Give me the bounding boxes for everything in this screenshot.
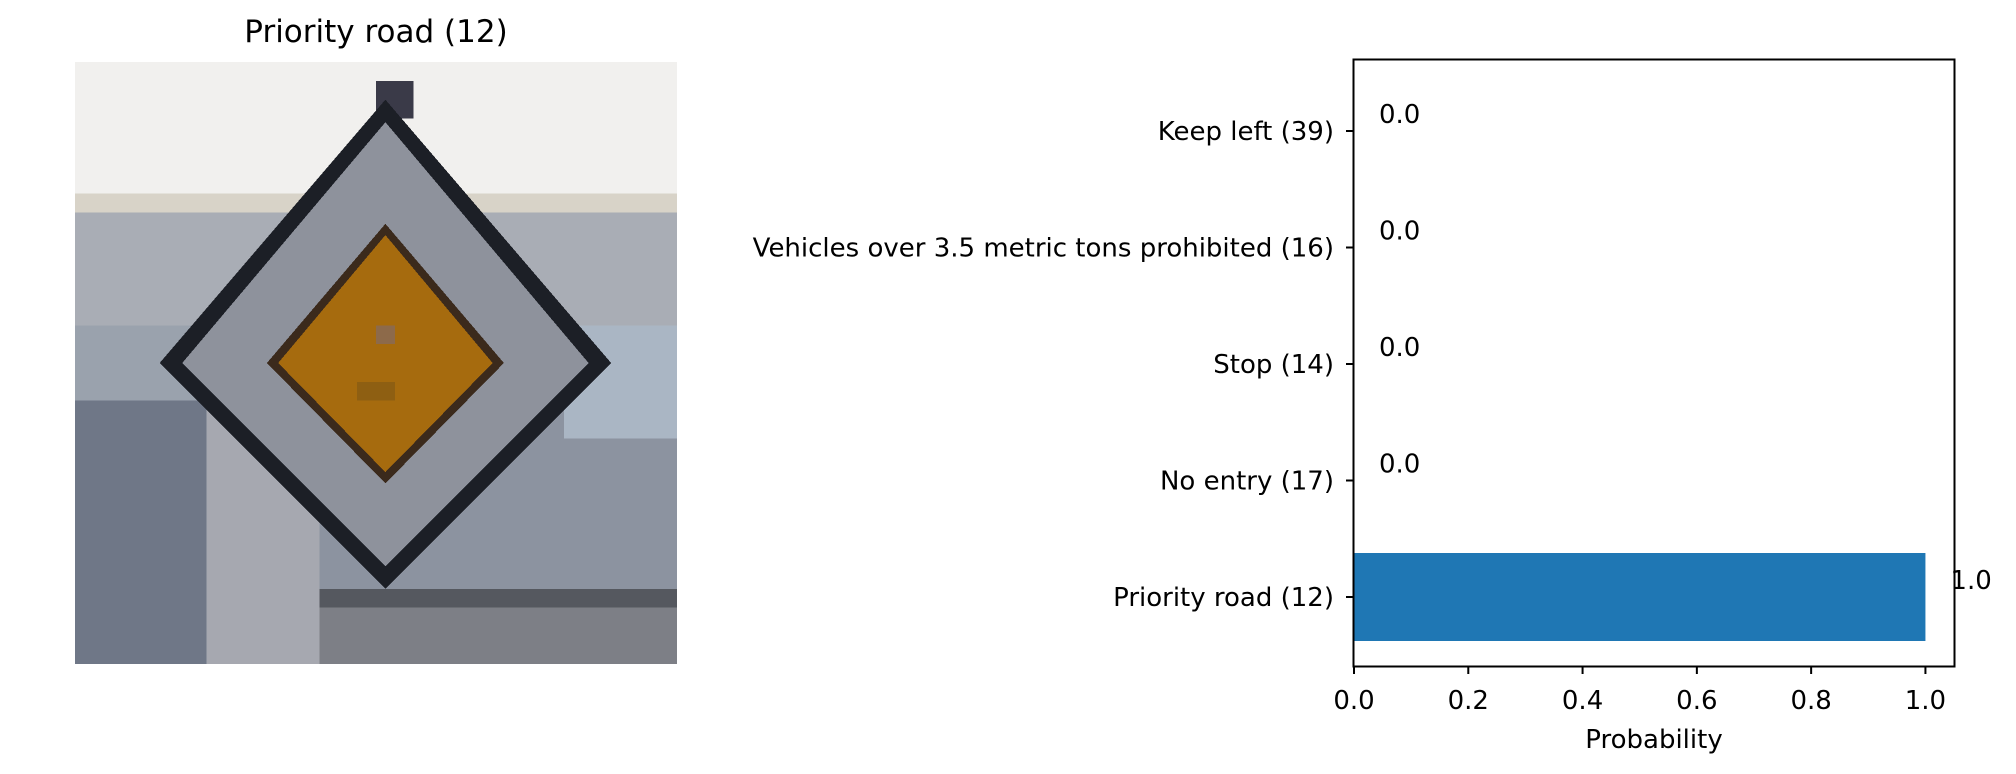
x-tick-label-3: 0.6: [1676, 686, 1717, 716]
y-axis-ticks: Priority road (12) No entry (17) Stop (14)…: [753, 117, 1354, 613]
bar-0: [1354, 553, 1926, 641]
value-label-4: 0.0: [1379, 100, 1420, 130]
y-tick-label-4: Keep left (39): [1158, 117, 1334, 147]
x-axis-ticks: 0.0 0.2 0.4 0.6 0.8 1.0: [1333, 666, 1946, 716]
y-tick-label-3: Vehicles over 3.5 metric tons prohibited…: [753, 234, 1334, 264]
x-tick-label-5: 1.0: [1905, 686, 1946, 716]
x-tick-label-0: 0.0: [1333, 686, 1374, 716]
y-tick-label-2: Stop (14): [1213, 350, 1334, 380]
plot-frame: [1352, 58, 1956, 668]
value-label-2: 0.0: [1379, 333, 1420, 363]
value-labels-group: 1.0 0.0 0.0 0.0 0.0: [1379, 100, 1992, 596]
value-label-0: 1.0: [1950, 566, 1991, 596]
bars-group: [1354, 553, 1926, 641]
priority-road-sign-icon: [75, 62, 677, 664]
x-axis-label: Probability: [1585, 725, 1722, 755]
x-tick-label-4: 0.8: [1790, 686, 1831, 716]
x-tick-label-1: 0.2: [1448, 686, 1489, 716]
value-label-1: 0.0: [1379, 450, 1420, 480]
value-label-3: 0.0: [1379, 217, 1420, 247]
x-tick-label-2: 0.4: [1562, 686, 1603, 716]
image-title: Priority road (12): [244, 14, 508, 50]
y-tick-label-0: Priority road (12): [1113, 583, 1334, 613]
y-tick-label-1: No entry (17): [1160, 467, 1334, 497]
